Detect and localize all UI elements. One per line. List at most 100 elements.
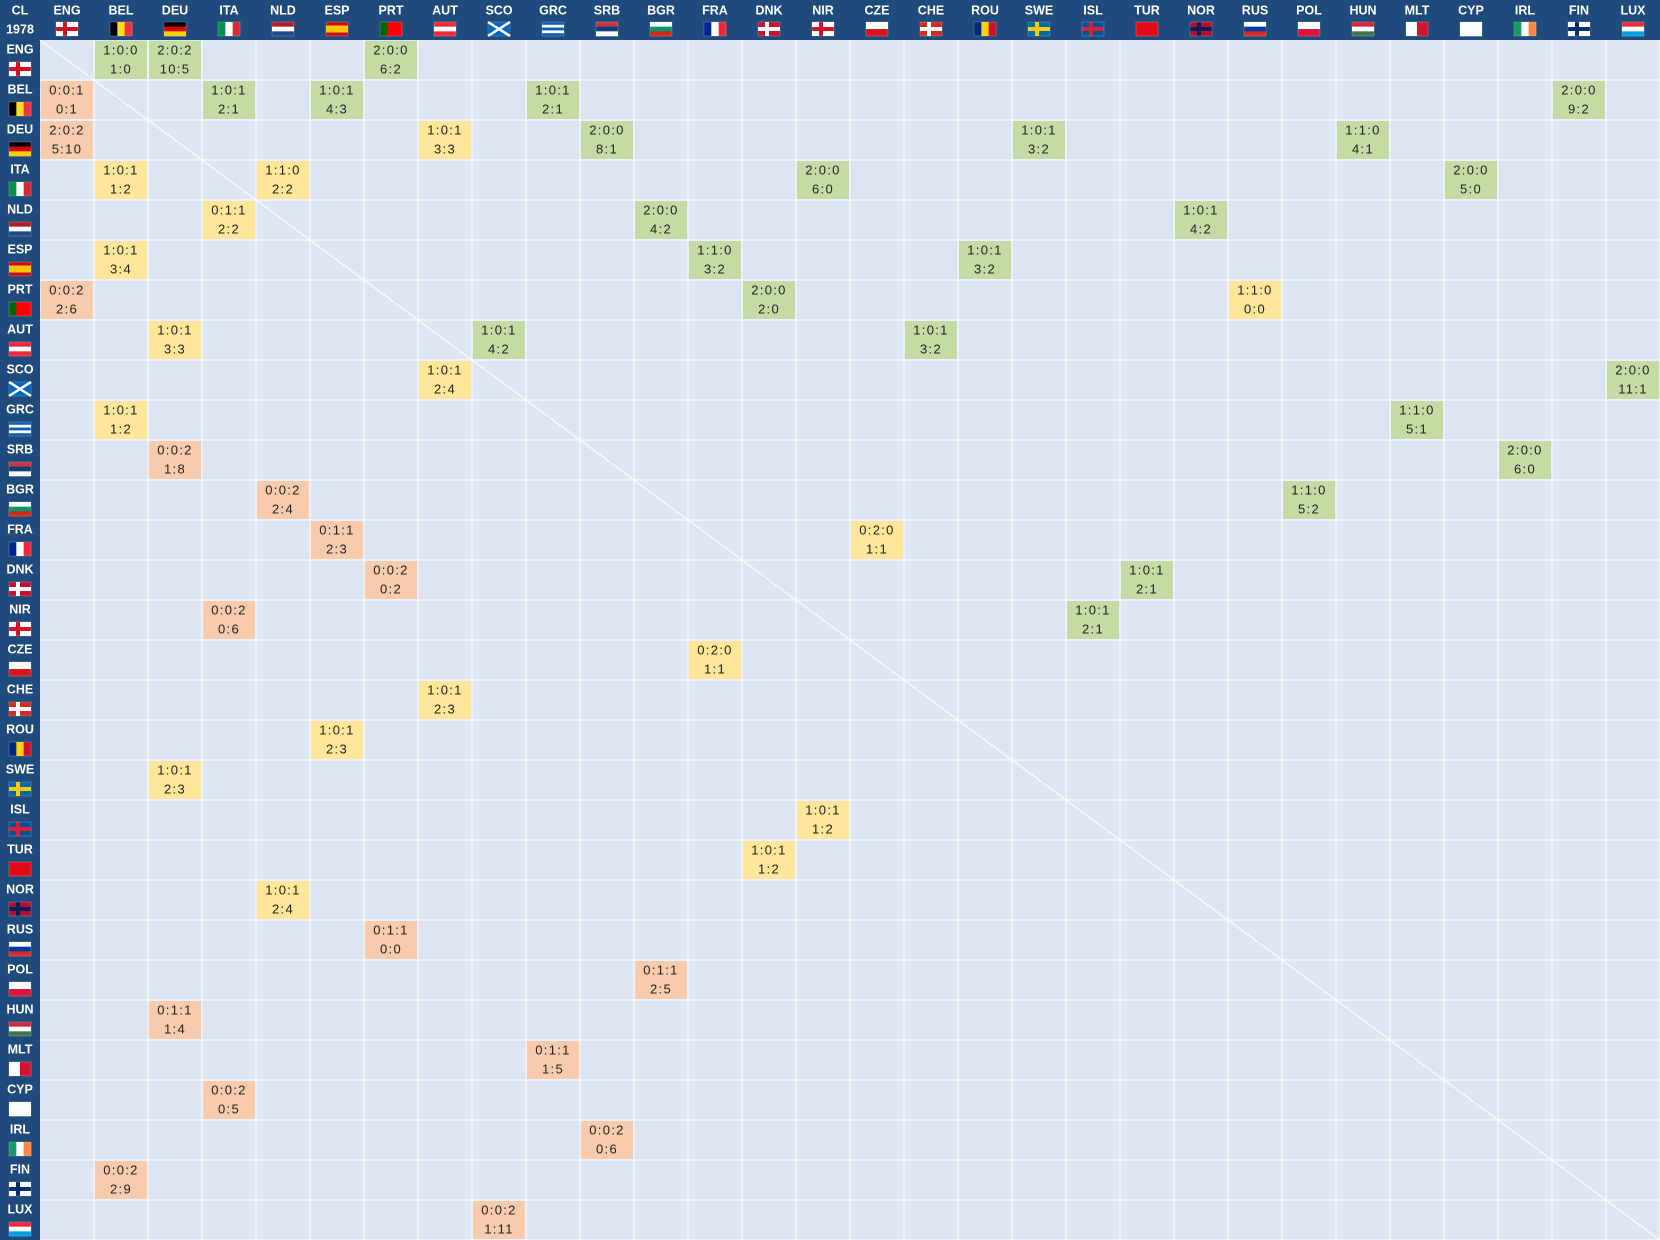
flag-border: [595, 21, 619, 37]
record: 1:0:1: [319, 722, 354, 737]
flag-stripe: [387, 22, 395, 36]
column-team: ESP: [324, 3, 349, 17]
column-team: SCO: [485, 3, 512, 17]
flag-border: [8, 621, 32, 637]
flag-stripe: [9, 1022, 31, 1027]
result-cell: [95, 1161, 147, 1199]
record: 0:0:2: [373, 562, 408, 577]
flag-stripe: [9, 302, 17, 316]
flag-border: [8, 101, 32, 117]
flag: [703, 21, 727, 37]
flag-border: [8, 181, 32, 197]
record: 1:1:0: [1237, 282, 1272, 297]
flag-saltire: [8, 380, 32, 398]
flag: [8, 1021, 32, 1037]
result-cell: [1445, 161, 1497, 199]
row-team: TUR: [7, 842, 33, 856]
flag-border: [8, 141, 32, 157]
flag-stripe: [1622, 26, 1644, 32]
flag-stripe: [1406, 22, 1418, 36]
flag-border: [973, 21, 997, 37]
flag-stripe: [164, 26, 186, 32]
flag-stripe: [9, 262, 31, 266]
flag-stripe: [9, 102, 17, 116]
flag-stripe: [326, 32, 348, 37]
flag-stripe: [596, 26, 618, 32]
record: 0:2:0: [859, 522, 894, 537]
score: 11:1: [1618, 381, 1648, 396]
flag: [8, 380, 32, 398]
score: 0:2: [380, 581, 402, 596]
record: 2:0:0: [589, 122, 624, 137]
result-cell: [527, 81, 579, 119]
score: 2:4: [434, 381, 456, 396]
flag: [8, 661, 32, 677]
flag: [973, 21, 997, 37]
record: 1:0:1: [1021, 122, 1056, 137]
flag: [919, 21, 943, 37]
flag-border: [217, 21, 241, 37]
record: 1:0:1: [427, 362, 462, 377]
flag-cross: [9, 707, 31, 711]
flag: [1027, 21, 1051, 37]
flag-border: [487, 21, 511, 37]
flag: [757, 21, 781, 37]
flag: [433, 21, 457, 37]
record: 1:1:0: [1291, 482, 1326, 497]
score: 5:10: [52, 141, 83, 156]
flag-stripe: [23, 1142, 32, 1156]
record: 1:0:1: [805, 802, 840, 817]
score: 2:4: [272, 901, 294, 916]
score: 6:2: [380, 61, 402, 76]
record: 1:0:1: [751, 842, 786, 857]
result-cell: [257, 161, 309, 199]
column-team: DEU: [162, 3, 188, 17]
record: 1:0:1: [211, 82, 246, 97]
flag-stripe: [1244, 22, 1266, 27]
flag-stripe: [542, 33, 564, 37]
flag-stripe: [542, 27, 564, 31]
score: 2:6: [56, 301, 78, 316]
flag: [1135, 21, 1159, 37]
column-team: BEL: [109, 3, 134, 17]
flag: [8, 741, 32, 757]
flag-stripe: [9, 742, 17, 756]
record: 0:0:1: [49, 82, 84, 97]
row-team: PRT: [8, 282, 33, 296]
flag: [1459, 21, 1483, 37]
flag-border: [1459, 21, 1483, 37]
result-cell: [419, 361, 471, 399]
row-team: HUN: [6, 1002, 33, 1016]
record: 2:0:0: [373, 42, 408, 57]
record: 1:0:1: [535, 82, 570, 97]
row-team: DEU: [7, 122, 33, 136]
flag-stripe: [1136, 22, 1158, 37]
result-cell: [95, 41, 147, 79]
flag-stripe: [434, 31, 456, 37]
score: 1:4: [164, 1021, 186, 1036]
flag-stripe: [9, 502, 31, 507]
result-cell: [203, 81, 255, 119]
row-team: MLT: [8, 1042, 33, 1056]
record: 1:0:1: [481, 322, 516, 337]
flag-border: [8, 1141, 32, 1157]
flag-stripe: [866, 29, 888, 37]
flag-stripe: [1514, 22, 1522, 36]
flag-stripe: [1521, 22, 1529, 36]
record: 2:0:2: [157, 42, 192, 57]
flag-cross: [812, 27, 834, 31]
flag: [1621, 21, 1645, 37]
flag-border: [8, 461, 32, 477]
score: 1:2: [758, 861, 780, 876]
record: 0:0:2: [211, 602, 246, 617]
row-team: BGR: [6, 482, 34, 496]
flag-border: [433, 21, 457, 37]
flag-border: [8, 581, 32, 597]
score: 6:0: [812, 181, 834, 196]
flag-stripe: [9, 1222, 31, 1227]
column-team: ITA: [219, 3, 238, 17]
score: 2:3: [164, 781, 186, 796]
record: 2:0:0: [751, 282, 786, 297]
row-team: FIN: [10, 1162, 30, 1176]
